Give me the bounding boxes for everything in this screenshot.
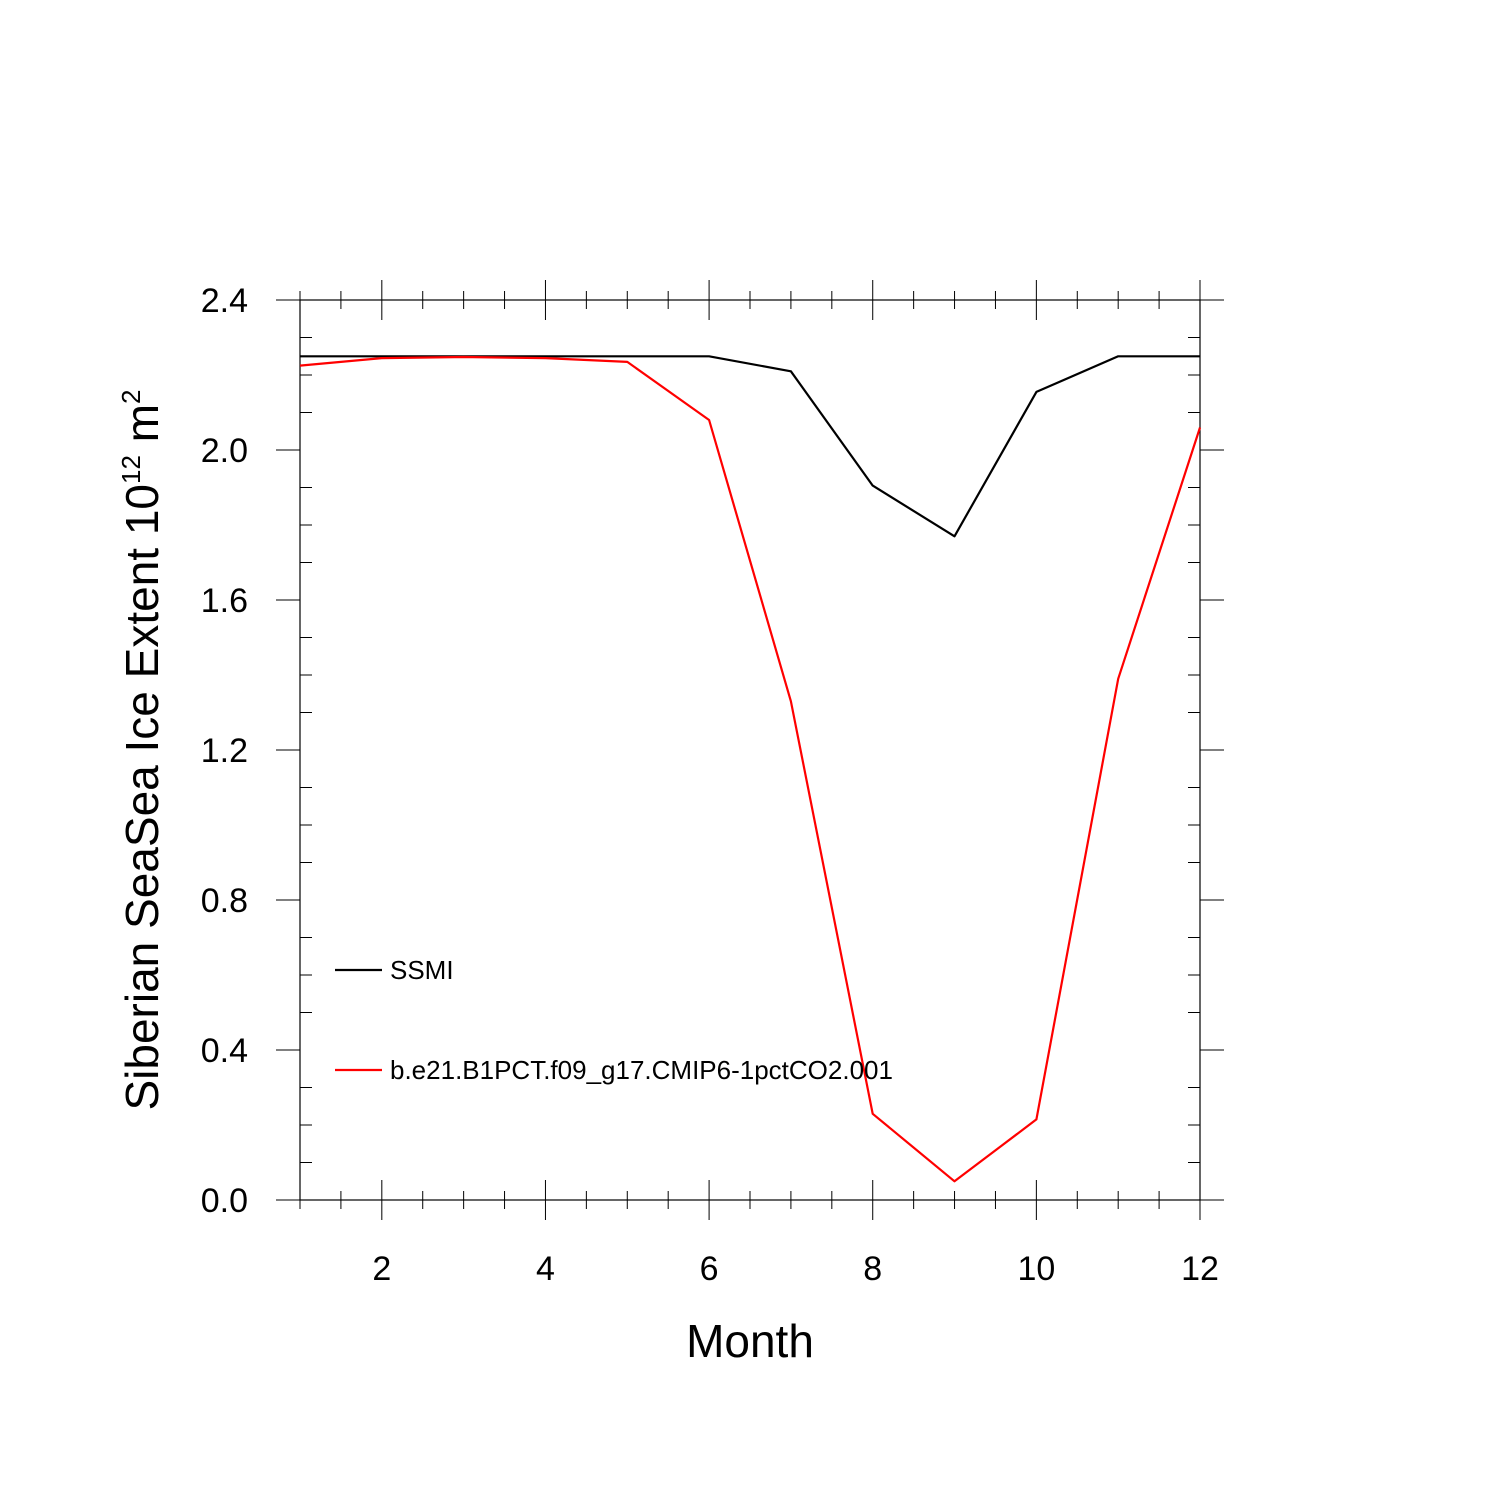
x-tick-label: 10 — [1017, 1250, 1055, 1288]
y-tick-label: 0.0 — [201, 1182, 248, 1220]
x-tick-label: 6 — [700, 1250, 719, 1288]
y-tick-labels: 0.0 0.4 0.8 1.2 1.6 2.0 2.4 — [201, 282, 248, 1220]
y-axis-title: Siberian SeaSea Ice Extent 1012 m2 — [116, 389, 168, 1110]
y-tick-label: 0.8 — [201, 882, 248, 920]
series-lines — [299, 355, 1202, 1183]
y-axis-title-unit-exponent: 2 — [116, 389, 146, 403]
x-tick-label: 4 — [536, 1250, 555, 1288]
y-tick-label: 1.6 — [201, 582, 248, 620]
series-line-ssmi — [300, 355, 1200, 538]
series-line-model — [299, 355, 1202, 1183]
x-tick-label: 8 — [863, 1250, 882, 1288]
x-tick-label: 12 — [1181, 1250, 1219, 1288]
plot-frame — [299, 299, 1201, 1201]
y-axis-title-main: Siberian SeaSea Ice Extent 10 — [116, 484, 168, 1111]
x-tick-label: 2 — [372, 1250, 391, 1288]
legend-label-model: b.e21.B1PCT.f09_g17.CMIP6-1pctCO2.001 — [390, 1055, 893, 1085]
y-axis-title-exponent: 12 — [116, 455, 146, 484]
y-tick-label: 1.2 — [201, 732, 248, 770]
x-axis-title: Month — [686, 1315, 814, 1367]
y-tick-label: 2.0 — [201, 432, 248, 470]
y-axis-title-unit: m — [116, 404, 168, 455]
x-tick-labels: 2 4 6 8 10 12 — [372, 1250, 1219, 1288]
legend-label-ssmi: SSMI — [390, 955, 454, 985]
y-tick-label: 0.4 — [201, 1032, 248, 1070]
y-tick-label: 2.4 — [201, 282, 248, 320]
legend: SSMI b.e21.B1PCT.f09_g17.CMIP6-1pctCO2.0… — [335, 955, 893, 1085]
